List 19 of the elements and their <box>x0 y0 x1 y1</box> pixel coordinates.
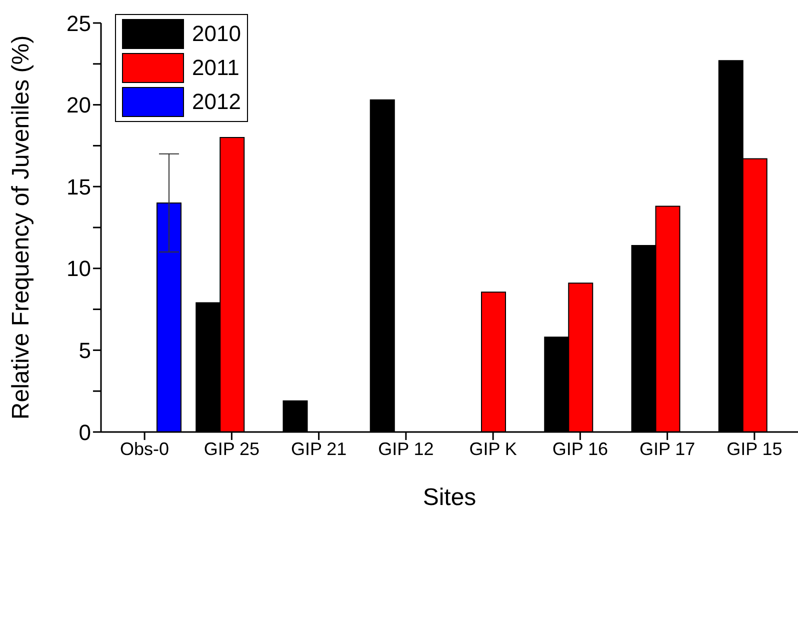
y-tick-label: 15 <box>66 174 91 200</box>
x-tick-label: GIP 16 <box>552 438 608 459</box>
x-tick-label: GIP 21 <box>290 438 347 459</box>
y-tick-label: 20 <box>66 92 91 118</box>
legend-label: 2010 <box>192 21 241 47</box>
x-tick-label: GIP K <box>469 438 517 459</box>
x-tick-label: Obs-0 <box>120 438 170 459</box>
x-tick-label: GIP 15 <box>726 438 782 459</box>
x-tick-label: GIP 25 <box>204 438 260 459</box>
y-tick-label: 25 <box>66 10 91 36</box>
legend-label: 2012 <box>192 89 241 115</box>
legend-label: 2011 <box>192 55 240 81</box>
x-axis-title: Sites <box>422 484 476 511</box>
x-tick-label: GIP 17 <box>639 438 696 459</box>
x-tick-label: GIP 12 <box>378 438 434 459</box>
y-tick-label: 10 <box>66 256 91 282</box>
y-tick-label: 5 <box>78 338 91 364</box>
y-tick-label: 0 <box>78 420 91 445</box>
y-axis-title: Relative Frequency of Juveniles (%) <box>8 35 35 420</box>
